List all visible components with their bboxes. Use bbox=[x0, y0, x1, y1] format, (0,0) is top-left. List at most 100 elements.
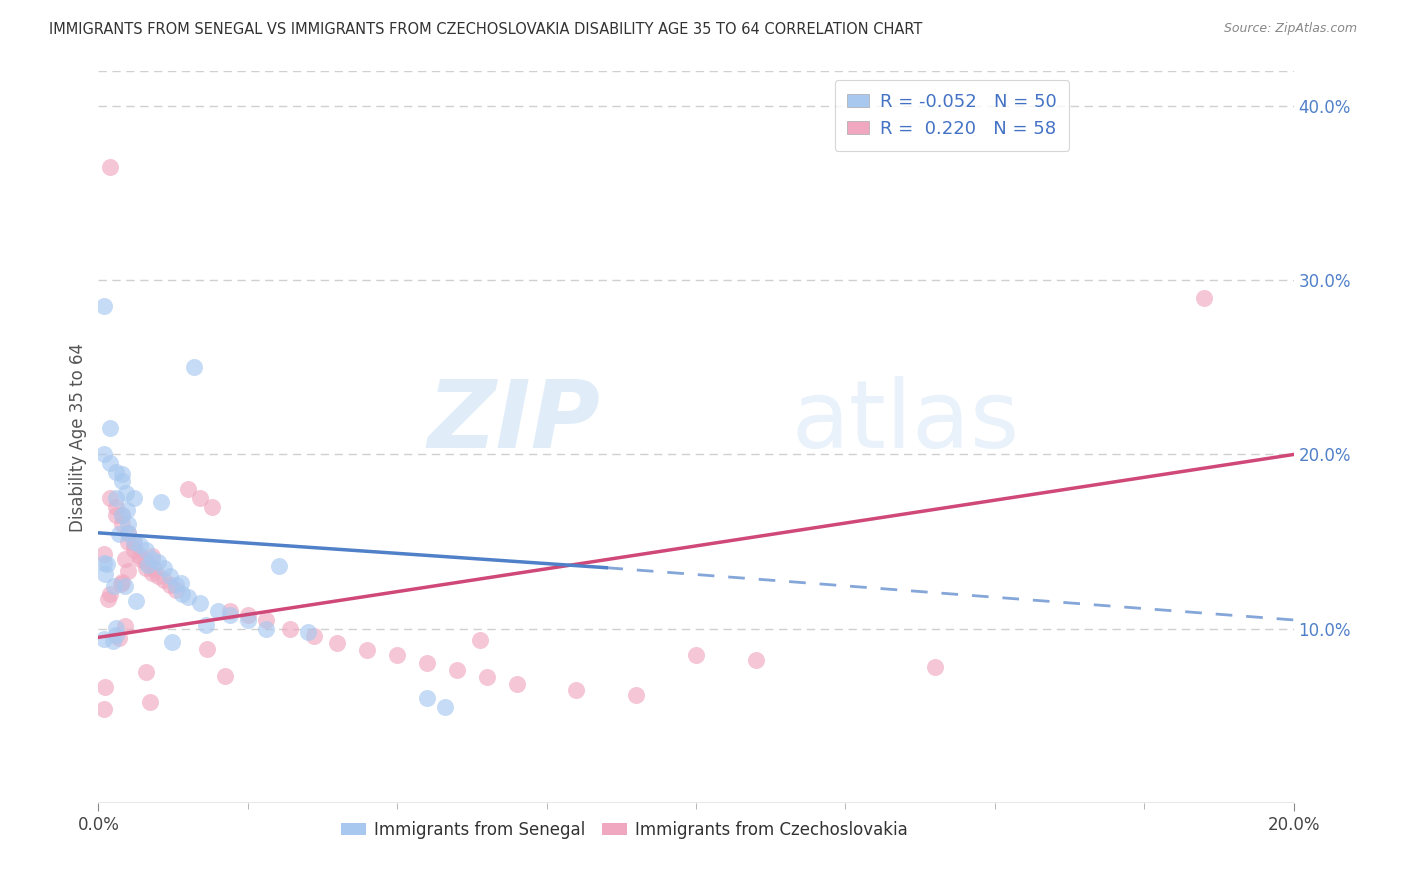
Point bbox=[135, 665, 157, 679]
Point bbox=[626, 688, 648, 702]
Point bbox=[278, 622, 301, 636]
Point bbox=[434, 700, 457, 714]
Point bbox=[165, 583, 187, 598]
Point bbox=[111, 517, 134, 532]
Point bbox=[93, 556, 115, 570]
Point bbox=[124, 538, 146, 552]
Point bbox=[114, 619, 136, 633]
Point bbox=[111, 474, 134, 488]
Point bbox=[195, 641, 218, 656]
Point bbox=[685, 648, 707, 662]
Point bbox=[172, 587, 194, 601]
Point bbox=[745, 653, 768, 667]
Point bbox=[117, 565, 139, 579]
Point bbox=[470, 633, 492, 648]
Point bbox=[98, 421, 122, 435]
Point bbox=[129, 552, 152, 566]
Point bbox=[254, 613, 277, 627]
Point bbox=[111, 467, 134, 481]
Point bbox=[93, 681, 115, 695]
Point bbox=[129, 549, 152, 563]
Point bbox=[170, 576, 193, 591]
Text: IMMIGRANTS FROM SENEGAL VS IMMIGRANTS FROM CZECHOSLOVAKIA DISABILITY AGE 35 TO 6: IMMIGRANTS FROM SENEGAL VS IMMIGRANTS FR… bbox=[49, 22, 922, 37]
Point bbox=[236, 607, 259, 622]
Point bbox=[195, 617, 218, 632]
Point bbox=[153, 560, 176, 574]
Point bbox=[142, 562, 165, 576]
Point bbox=[94, 567, 117, 582]
Point bbox=[135, 556, 157, 570]
Point bbox=[98, 586, 121, 600]
Point bbox=[416, 657, 439, 671]
Point bbox=[236, 613, 259, 627]
Point bbox=[96, 557, 118, 571]
Point bbox=[105, 491, 128, 505]
Point bbox=[115, 503, 138, 517]
Point bbox=[148, 569, 170, 583]
Point bbox=[110, 576, 132, 591]
Point bbox=[101, 634, 124, 648]
Point bbox=[125, 594, 148, 608]
Point bbox=[97, 591, 120, 606]
Point bbox=[105, 627, 128, 641]
Point bbox=[254, 622, 277, 636]
Point bbox=[111, 508, 134, 523]
Point bbox=[98, 491, 122, 505]
Point bbox=[93, 701, 115, 715]
Point bbox=[214, 668, 236, 682]
Point bbox=[105, 508, 128, 523]
Point bbox=[93, 632, 115, 646]
Point bbox=[924, 660, 946, 674]
Point bbox=[124, 534, 146, 549]
Point bbox=[446, 664, 468, 678]
Point bbox=[177, 483, 200, 497]
Text: ZIP: ZIP bbox=[427, 376, 600, 468]
Point bbox=[416, 691, 439, 706]
Point bbox=[141, 549, 163, 563]
Text: atlas: atlas bbox=[792, 376, 1019, 468]
Legend: Immigrants from Senegal, Immigrants from Czechoslovakia: Immigrants from Senegal, Immigrants from… bbox=[335, 814, 914, 846]
Point bbox=[98, 160, 122, 174]
Point bbox=[105, 500, 128, 514]
Point bbox=[475, 670, 498, 684]
Point bbox=[149, 495, 172, 509]
Point bbox=[129, 538, 152, 552]
Point bbox=[219, 607, 242, 622]
Point bbox=[207, 604, 229, 618]
Point bbox=[111, 508, 134, 523]
Point bbox=[153, 573, 176, 587]
Point bbox=[115, 486, 138, 500]
Point bbox=[160, 634, 183, 648]
Point bbox=[114, 552, 136, 566]
Point bbox=[506, 677, 529, 691]
Point bbox=[148, 556, 170, 570]
Point bbox=[103, 579, 125, 593]
Point bbox=[108, 631, 131, 645]
Point bbox=[135, 543, 157, 558]
Point bbox=[159, 569, 181, 583]
Point bbox=[201, 500, 224, 514]
Point bbox=[302, 629, 325, 643]
Point bbox=[117, 517, 139, 532]
Point bbox=[135, 560, 157, 574]
Point bbox=[219, 604, 242, 618]
Point bbox=[267, 558, 290, 573]
Point bbox=[111, 575, 134, 590]
Point bbox=[93, 448, 115, 462]
Point bbox=[93, 300, 115, 314]
Point bbox=[159, 578, 181, 592]
Point bbox=[1192, 291, 1215, 305]
Point bbox=[385, 648, 409, 662]
Point bbox=[93, 547, 115, 561]
Point bbox=[117, 525, 139, 540]
Point bbox=[136, 558, 159, 572]
Point bbox=[117, 534, 139, 549]
Point bbox=[141, 566, 163, 580]
Point bbox=[124, 491, 146, 505]
Point bbox=[105, 465, 128, 479]
Point bbox=[188, 595, 211, 609]
Y-axis label: Disability Age 35 to 64: Disability Age 35 to 64 bbox=[69, 343, 87, 532]
Point bbox=[188, 491, 211, 505]
Point bbox=[183, 360, 205, 375]
Text: Source: ZipAtlas.com: Source: ZipAtlas.com bbox=[1223, 22, 1357, 36]
